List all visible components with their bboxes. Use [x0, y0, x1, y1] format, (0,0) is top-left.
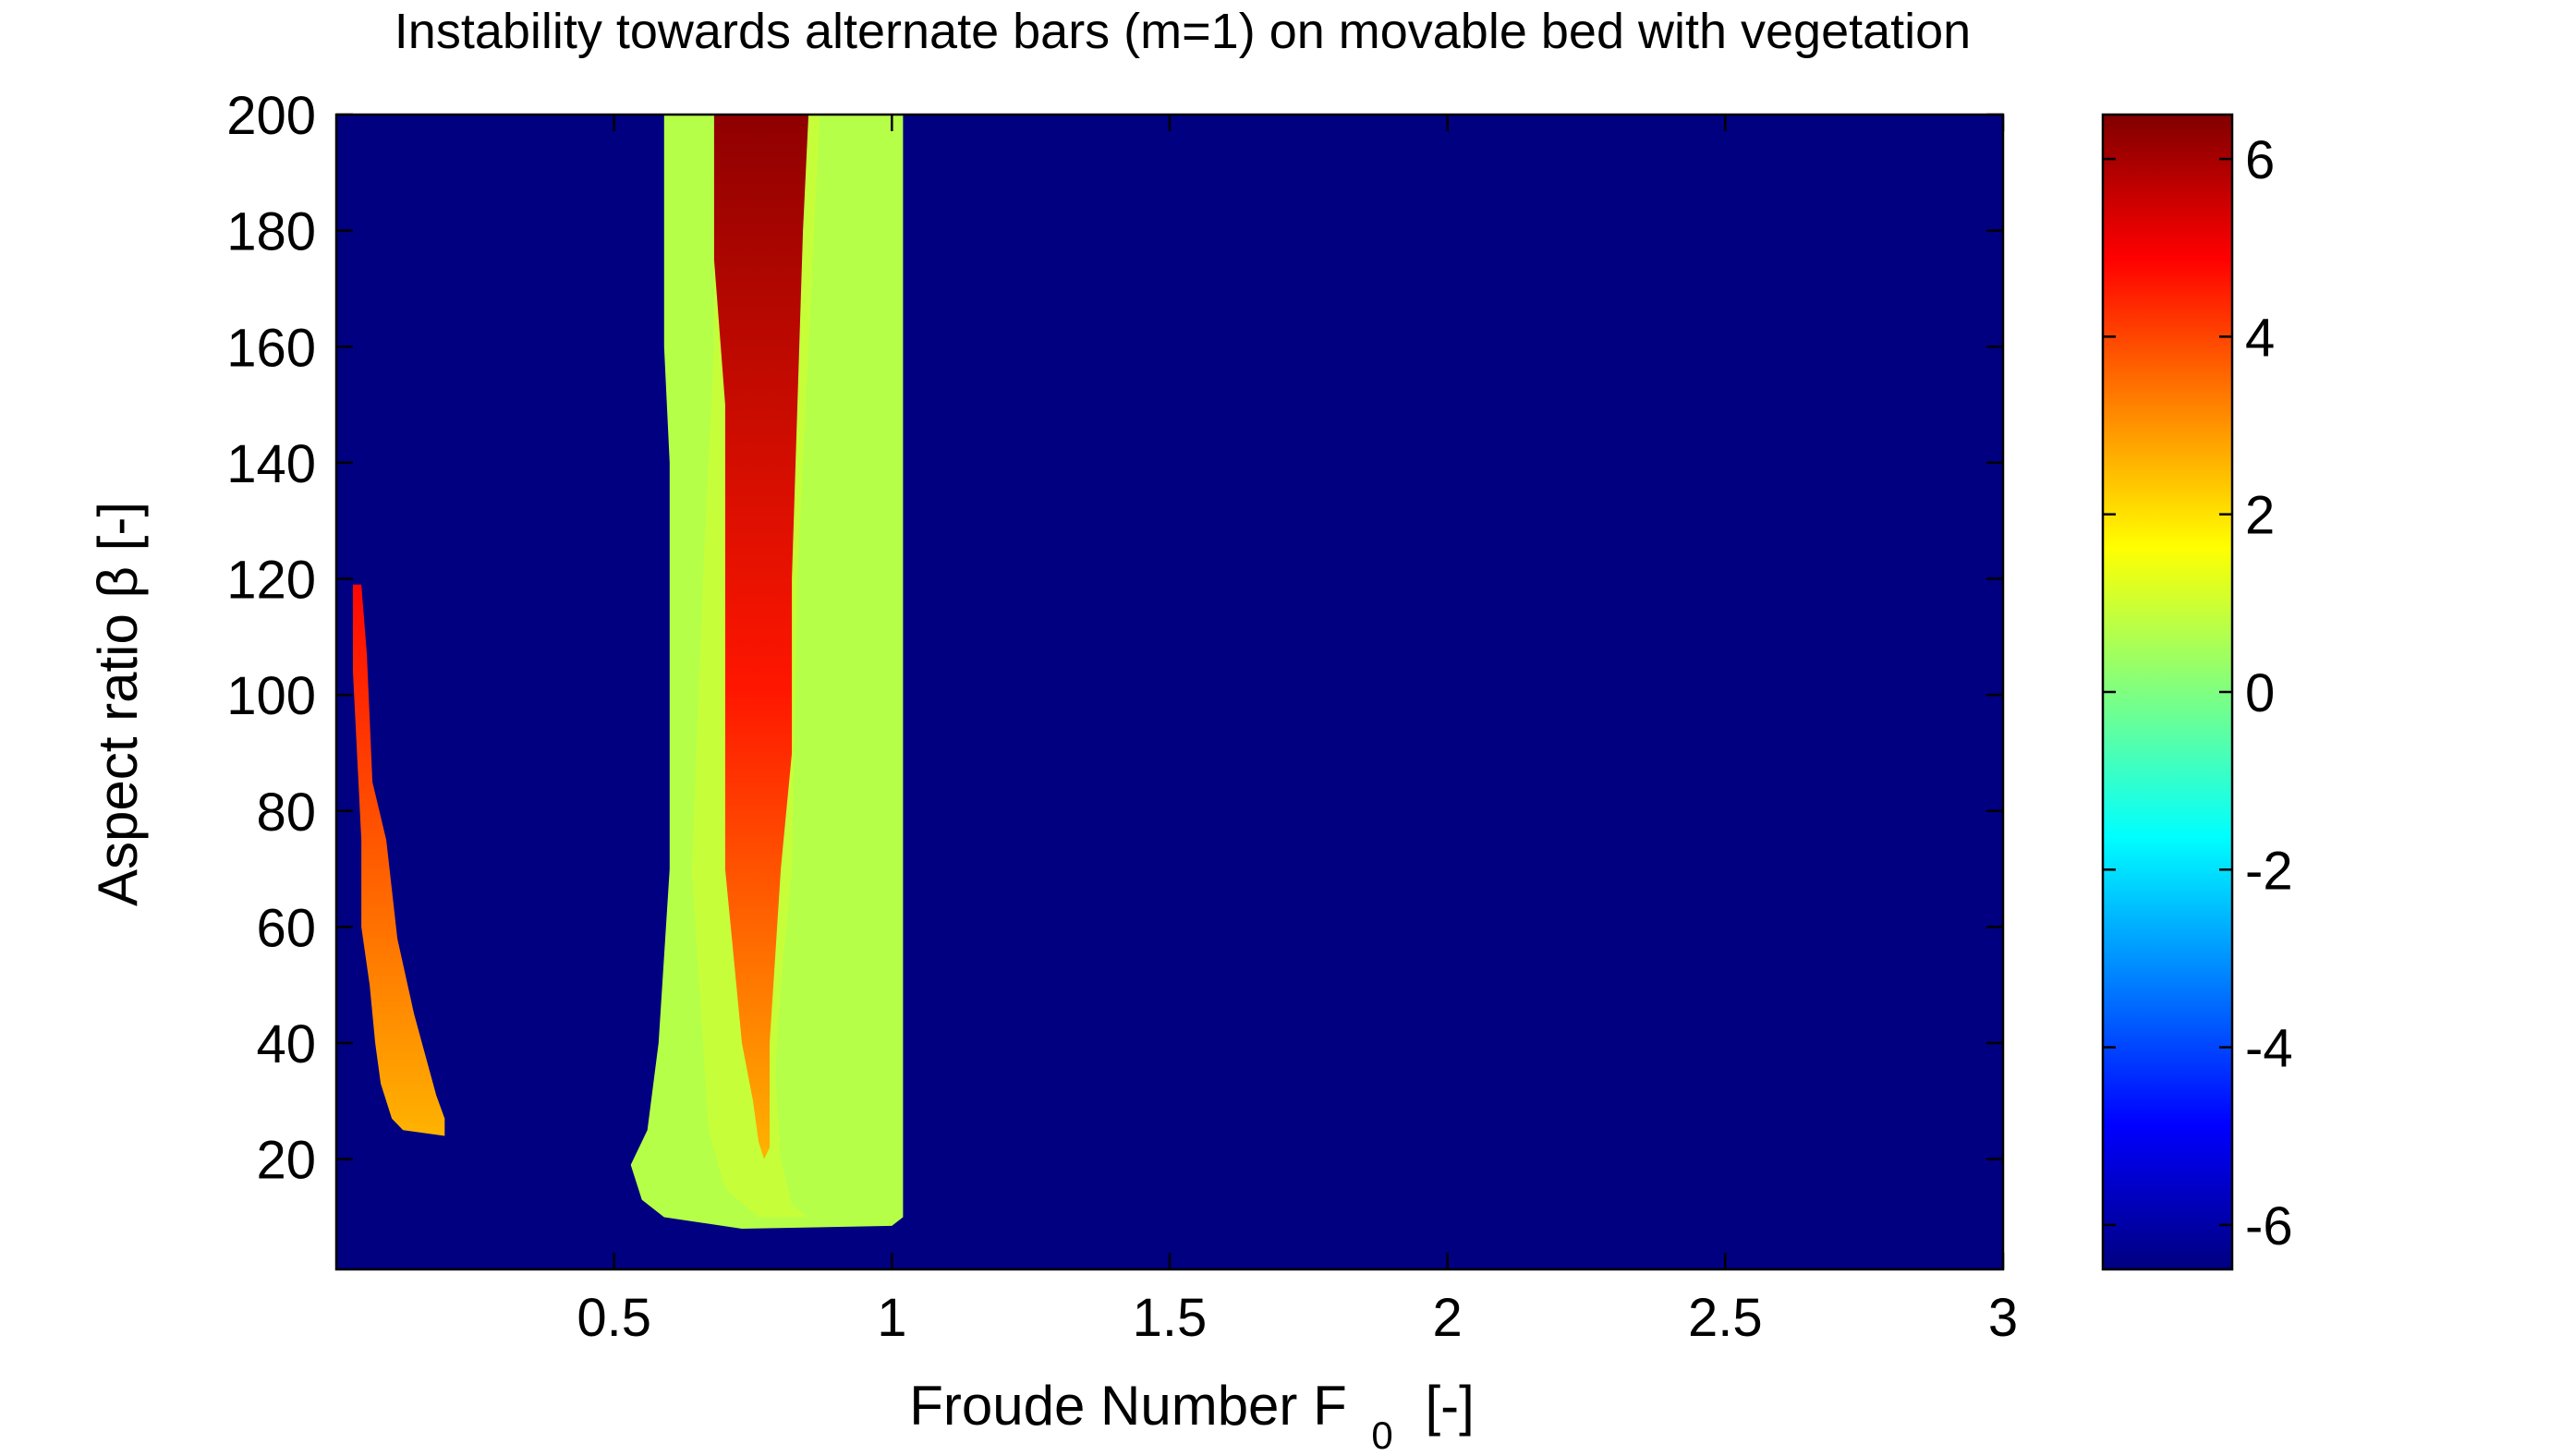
y-tick-label: 20: [256, 1131, 316, 1191]
x-tick-label: 1: [877, 1288, 906, 1348]
y-tick-label: 40: [256, 1014, 316, 1074]
x-tick-label: 2.5: [1688, 1288, 1763, 1348]
x-axis-label-unit: [-]: [1425, 1375, 1474, 1437]
y-axis-label: Aspect ratio β [-]: [87, 502, 149, 906]
heatmap-background: [336, 115, 2003, 1269]
y-tick-label: 160: [226, 318, 316, 378]
x-tick-label: 2: [1433, 1288, 1463, 1348]
colorbar-tick-label: 6: [2245, 130, 2275, 190]
y-tick-label: 60: [256, 898, 316, 958]
y-tick-label: 80: [256, 783, 316, 843]
x-axis-label: Froude Number F 0 [-]: [909, 1375, 1475, 1456]
chart-title: Instability towards alternate bars (m=1)…: [395, 4, 1971, 59]
colorbar-tick-label: -4: [2245, 1019, 2293, 1079]
colorbar: -6 -4 -2 0 2 4 6: [2101, 113, 2293, 1271]
colorbar-tick-label: 0: [2245, 663, 2275, 723]
y-tick-label: 180: [226, 202, 316, 262]
x-axis-label-text: Froude Number F: [909, 1375, 1347, 1437]
colorbar-tick-label: -6: [2245, 1196, 2293, 1256]
heatmap-region-low-froude-unstable-band: [353, 584, 445, 1136]
colorbar-gradient: [2103, 115, 2232, 1269]
y-tick-label: 200: [226, 86, 316, 146]
y-tick-label: 100: [226, 666, 316, 726]
x-tick-label: 0.5: [577, 1288, 651, 1348]
heatmap-region-max-growth-band: [713, 115, 809, 1159]
y-tick-label: 140: [226, 434, 316, 494]
colorbar-tick-label: 4: [2245, 308, 2275, 368]
x-axis-label-subscript: 0: [1371, 1414, 1392, 1456]
plot-area: 0.5 1 1.5 2 2.5 3 20 40 60 80 100 120 140 160 180 200: [226, 86, 2018, 1348]
colorbar-tick-label: 2: [2245, 486, 2275, 546]
colorbar-tick-label: -2: [2245, 841, 2293, 901]
x-tick-label: 3: [1988, 1288, 2018, 1348]
x-tick-label: 1.5: [1133, 1288, 1208, 1348]
y-tick-label: 120: [226, 551, 316, 611]
